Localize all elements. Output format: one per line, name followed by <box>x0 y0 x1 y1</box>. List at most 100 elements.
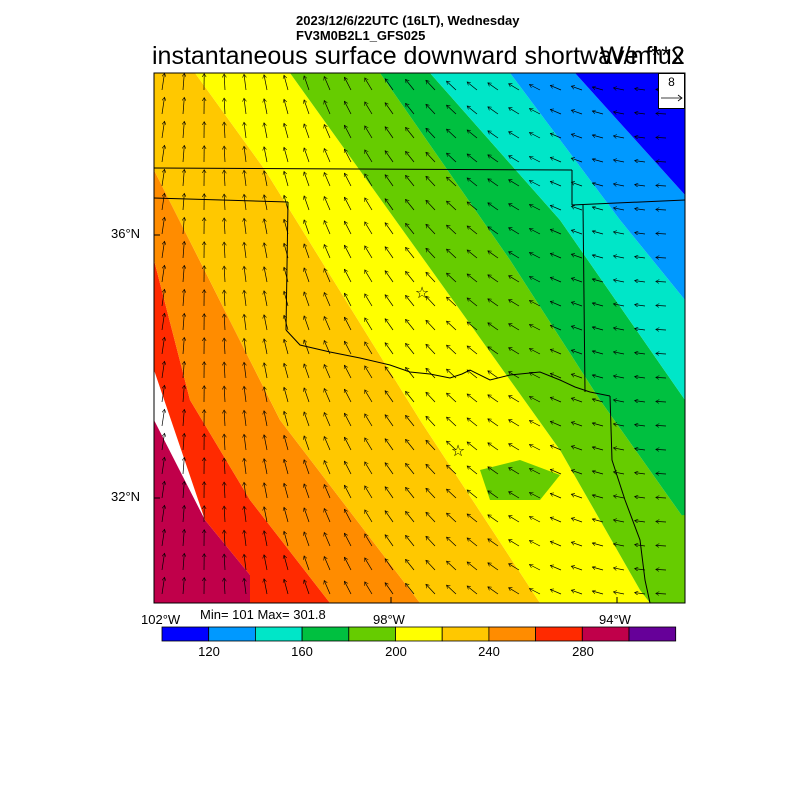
wind-vector <box>571 590 583 595</box>
wind-vector <box>324 365 331 379</box>
wind-vector <box>613 304 625 306</box>
wind-vector <box>488 347 499 355</box>
wind-vector <box>592 255 604 259</box>
wind-vector <box>488 563 499 571</box>
wind-vector <box>264 147 268 163</box>
wind-vector <box>426 152 436 163</box>
wind-vector <box>161 337 165 355</box>
wind-vector <box>426 464 436 475</box>
wind-vector <box>467 586 478 595</box>
wind-vector <box>426 104 436 115</box>
wind-vector <box>385 247 394 259</box>
wind-vector <box>364 558 373 571</box>
wind-vector <box>488 251 499 259</box>
wind-vector <box>304 196 310 211</box>
wind-vector <box>364 222 373 235</box>
wind-vector <box>364 198 373 211</box>
wind-vector <box>447 561 457 571</box>
wind-vector <box>592 591 604 595</box>
colorbar-swatch-9 <box>581 626 630 642</box>
wind-vector <box>264 363 268 379</box>
wind-vector <box>571 110 583 115</box>
wind-vector <box>550 85 562 91</box>
wind-vector <box>244 458 246 475</box>
wind-vector <box>550 229 562 235</box>
wind-vector <box>406 463 415 475</box>
wind-vector <box>324 341 331 355</box>
colorbar <box>161 626 677 642</box>
wind-vector <box>571 254 583 259</box>
wind-vector <box>592 495 604 499</box>
wind-vector <box>509 155 520 163</box>
wind-vector <box>161 361 165 379</box>
wind-vector <box>161 433 165 451</box>
wind-vector <box>467 250 478 259</box>
wind-vector <box>304 292 310 307</box>
wind-vector <box>385 151 394 163</box>
wind-vector <box>509 275 520 283</box>
wind-vector <box>344 581 352 595</box>
wind-vector <box>344 317 352 331</box>
wind-vector <box>509 323 520 331</box>
wind-vector <box>183 553 184 571</box>
colorbar-swatch-6 <box>441 626 490 642</box>
wind-vector <box>364 102 373 115</box>
units-label: W/m**2 <box>600 42 685 70</box>
wind-vector <box>571 278 583 283</box>
wind-vector <box>183 433 184 451</box>
wind-vector <box>488 83 499 91</box>
wind-vector <box>509 227 520 235</box>
wind-vector <box>244 386 246 403</box>
wind-vector <box>244 530 246 547</box>
wind-vector <box>635 161 646 162</box>
wind-vector <box>324 509 331 523</box>
wind-vector <box>385 367 394 379</box>
wind-vector <box>385 559 394 571</box>
wind-vector <box>224 122 225 139</box>
wind-vector <box>550 493 562 499</box>
wind-vector <box>244 218 246 235</box>
wind-vector <box>385 199 394 211</box>
wind-vector <box>509 107 520 115</box>
wind-vector <box>183 577 184 595</box>
wind-vector <box>550 565 562 571</box>
wind-vector <box>613 544 625 546</box>
reference-vector-head <box>677 94 683 102</box>
wind-vector <box>656 593 667 594</box>
wind-vector <box>635 281 646 282</box>
wind-vector <box>571 230 583 235</box>
wind-vector <box>571 494 583 499</box>
wind-vector <box>509 131 520 139</box>
wind-vector <box>488 275 499 283</box>
wind-vector <box>264 579 268 595</box>
wind-vector <box>364 486 373 499</box>
wind-vector <box>264 387 268 403</box>
wind-vector <box>284 99 289 115</box>
wind-vector <box>304 268 310 283</box>
wind-vector <box>592 279 604 283</box>
wind-vector <box>613 232 625 234</box>
wind-vector <box>264 435 268 451</box>
wind-vector <box>529 325 541 331</box>
wind-vector <box>488 467 499 475</box>
wind-vector <box>364 150 373 163</box>
wind-vector <box>364 246 373 259</box>
wind-vector <box>426 368 436 379</box>
wind-vector <box>550 253 562 259</box>
wind-vector <box>364 462 373 475</box>
wind-vector <box>529 469 541 475</box>
wind-vector <box>571 374 583 379</box>
wind-vector <box>488 587 499 595</box>
wind-vector <box>592 183 604 187</box>
wind-vector <box>656 281 667 282</box>
wind-vector <box>406 487 415 499</box>
lon-label-102w: 102°W <box>141 612 181 627</box>
flux-band-3 <box>154 73 540 603</box>
wind-vector <box>447 297 457 307</box>
wind-vector <box>447 201 457 211</box>
wind-vector <box>244 506 246 523</box>
wind-vector <box>509 515 520 523</box>
wind-vector <box>635 233 646 234</box>
wind-vector <box>571 470 583 475</box>
wind-vector <box>635 425 646 426</box>
